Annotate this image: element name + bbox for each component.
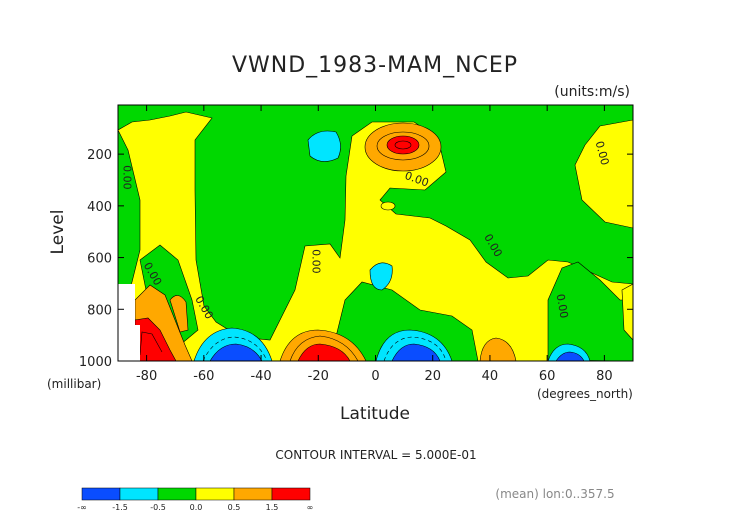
green-region-mid-lower [329,281,479,361]
orange-lower-left-2 [169,295,189,333]
y-axis: 200 400 600 800 1000 [79,148,633,370]
blue-lower-e [555,351,585,361]
x-tick-label: -40 [250,369,271,384]
footer-note: (mean) lon:0..357.5 [495,487,614,501]
colorbar-label: 0.5 [228,503,241,512]
x-tick-label: 40 [482,369,499,384]
y-tick-label: 600 [87,252,112,267]
colorbar-swatch [233,487,273,501]
colorbar-swatch [81,487,121,501]
missing-data-box [118,284,140,361]
colorbar-label: 0.0 [190,503,203,512]
colorbar-label: -∞ [77,503,87,512]
colorbar-label: -0.5 [150,503,166,512]
units-label: (units:m/s) [554,84,630,100]
red-lower-left-inner [139,331,163,356]
yellow-island [380,201,396,211]
red-lower-b-contour [289,335,359,361]
chart-title: VWND_1983-MAM_NCEP [232,53,518,78]
contour-field: 0.000.000.000.000.000.000.000.00 [118,105,633,361]
blue-lower-a-contour [202,336,268,361]
contour-interval-text: CONTOUR INTERVAL = 5.000E-01 [275,448,476,462]
yellow-right-edge [621,283,633,341]
y-tick-label: 800 [87,303,112,318]
red-jet-core [386,135,420,155]
cyan-blob-mid [369,262,393,291]
contour-label: 0.00 [121,165,134,190]
cyan-blob-upper [307,130,341,162]
colorbar-swatch [157,487,197,501]
colorbar: -∞ -1.5 -0.5 0.0 0.5 1.5 ∞ [77,487,314,512]
x-axis-label: Latitude [340,404,410,424]
y-units-label: (millibar) [47,377,101,391]
y-tick-label: 200 [87,148,112,163]
contour-label: 0.00 [554,293,571,319]
x-tick-label: -20 [308,369,329,384]
colorbar-swatch [271,487,311,501]
x-tick-label: 80 [596,369,613,384]
colorbar-label: -1.5 [112,503,128,512]
y-tick-label: 400 [87,200,112,215]
red-lower-b [297,343,351,361]
contour-label: 0.00 [593,140,612,167]
x-tick-label: 0 [371,369,379,384]
green-region-right-lower [547,261,633,361]
red-jet-inner [394,140,412,150]
y-axis-label: Level [48,210,68,255]
colorbar-swatch [119,487,159,501]
x-tick-label: 60 [539,369,556,384]
green-region-upper [118,105,633,341]
y-tick-label: 1000 [79,355,112,370]
blue-lower-a [209,343,263,361]
x-tick-label: 20 [424,369,441,384]
x-units-label: (degrees_north) [537,387,633,401]
orange-jet-inner [376,131,430,161]
x-tick-label: -60 [193,369,214,384]
blue-lower-c [391,343,441,361]
colorbar-label: ∞ [307,503,314,512]
colorbar-label: 1.5 [266,503,279,512]
contour-label: 0.00 [310,249,323,274]
colorbar-swatch [195,487,235,501]
x-axis: -80 -60 -40 -20 0 20 40 60 80 [136,105,613,384]
x-tick-label: -80 [136,369,157,384]
blue-lower-c-contour [383,336,447,361]
orange-lower-d [479,337,517,361]
